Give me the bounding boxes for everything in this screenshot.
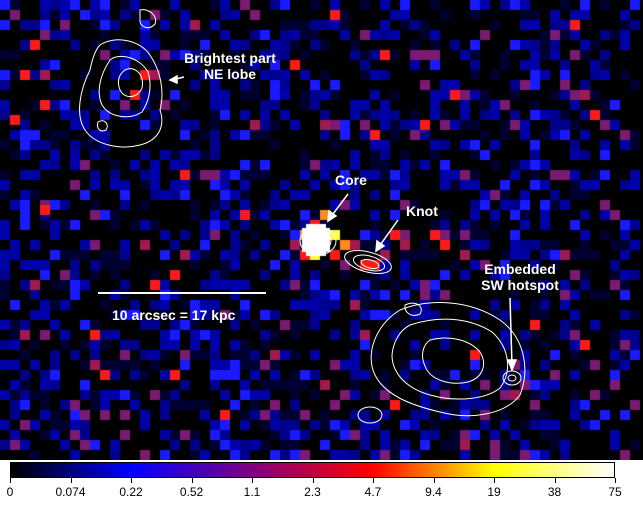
colorbar-tick-mark	[373, 478, 374, 483]
knot-contours	[344, 250, 392, 274]
colorbar-tick-mark	[433, 478, 435, 483]
colorbar-tick-mark	[10, 478, 11, 483]
ne-lobe-label-line2: NE lobe	[203, 66, 257, 82]
knot-label: Knot	[406, 203, 438, 219]
colorbar-tick-label: 1.1	[243, 485, 261, 499]
sw-hotspot-label: Embedded SW hotspot	[468, 261, 572, 293]
colorbar-tick-label: 2.3	[304, 485, 321, 499]
core-label: Core	[335, 172, 367, 188]
ne-lobe-label-line1: Brightest part	[184, 50, 276, 66]
annotation-overlay	[0, 0, 643, 460]
colorbar-tick-mark	[494, 478, 495, 483]
colorbar-tick-mark	[252, 478, 253, 483]
colorbar-tick-mark	[615, 478, 616, 483]
colorbar-tick-label: 4.7	[364, 485, 382, 499]
sw-hotspot-arrow	[509, 297, 513, 367]
core-contours	[299, 226, 337, 256]
pointer-arrows	[168, 74, 518, 373]
sw-hotspot-label-line2: SW hotspot	[481, 277, 559, 293]
scale-bar-label: 10 arcsec = 17 kpc	[112, 307, 236, 323]
colorbar-tick-label: 0.22	[119, 485, 143, 499]
colorbar-tick-label: 0.074	[55, 485, 86, 499]
ne-lobe-contours	[79, 9, 163, 148]
colorbar-tick-mark	[554, 478, 556, 483]
colorbar-tick-mark	[312, 478, 314, 483]
colorbar-tick-mark	[131, 478, 132, 483]
colorbar-gradient	[10, 462, 615, 478]
colorbar-tick-label: 0.52	[179, 485, 204, 499]
sw-hotspot-label-line1: Embedded	[484, 261, 556, 277]
colorbar-tick-mark	[191, 478, 193, 483]
sw-lobe-contours	[357, 302, 526, 424]
colorbar-tick-label: 9.4	[425, 485, 442, 499]
colorbar-axis: 0 0.074 0.22 0.52 1.1 2.3 4.7 9.4 19 38 75	[0, 478, 643, 505]
colorbar-tick-label: 38	[547, 485, 562, 499]
colorbar-tick-label: 75	[608, 485, 622, 499]
colorbar-tick-label: 19	[487, 485, 501, 499]
colorbar-tick-label: 0	[6, 485, 14, 499]
ne-lobe-label: Brightest part NE lobe	[180, 50, 280, 82]
xray-count-map	[0, 0, 643, 460]
colorbar-tick-mark	[70, 478, 72, 483]
